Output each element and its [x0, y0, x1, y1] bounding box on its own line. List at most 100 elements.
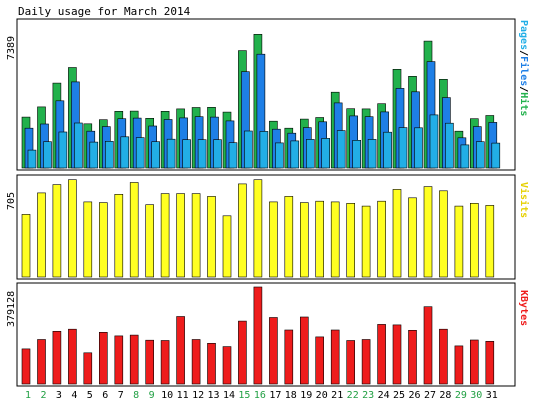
kbytes-bar-day-16 [253, 286, 263, 385]
pages-bar-day-17 [275, 142, 284, 169]
kbytes-bar-day-15 [238, 320, 247, 385]
visits-panel-frame [16, 174, 516, 280]
x-tick-label-day-30: 30 [470, 390, 482, 401]
x-tick-label-day-22: 22 [347, 390, 359, 401]
x-tick-label-day-25: 25 [393, 390, 405, 401]
chart-bars [21, 33, 501, 385]
kbytes-bar-day-29 [454, 345, 464, 385]
kbytes-bar-day-18 [284, 329, 294, 385]
visits-panel-ylabel: Visits [518, 182, 530, 218]
chart-title: Daily usage for March 2014 [18, 5, 191, 18]
legend-separator-2: / [518, 86, 529, 92]
pages-bar-day-8 [135, 137, 145, 169]
kbytes-bar-day-6 [99, 331, 108, 385]
x-tick-label-day-10: 10 [161, 390, 173, 401]
visits-ymax-label: 705 [6, 192, 17, 210]
visits-bar-day-21 [330, 201, 340, 278]
pages-bar-day-29 [460, 144, 470, 169]
hits-ymax-label: 7389 [6, 36, 17, 60]
x-tick-label-day-11: 11 [177, 390, 189, 401]
x-tick-label-day-23: 23 [362, 390, 374, 401]
x-tick-label-day-12: 12 [192, 390, 204, 401]
visits-bar-day-8 [129, 182, 139, 278]
visits-bar-day-19 [299, 202, 309, 278]
x-tick-label-day-16: 16 [254, 390, 266, 401]
visits-bar-day-5 [83, 201, 93, 278]
pages-bar-day-16 [259, 131, 269, 169]
kbytes-bar-day-25 [392, 324, 402, 385]
kbytes-bar-day-5 [83, 352, 93, 385]
pages-bar-day-20 [321, 138, 331, 169]
visits-bar-day-18 [284, 196, 294, 278]
pages-bar-day-25 [398, 127, 408, 169]
x-tick-label-day-3: 3 [56, 390, 62, 401]
pages-bar-day-14 [228, 142, 238, 169]
kbytes-bar-day-27 [423, 306, 433, 385]
x-tick-label-day-1: 1 [25, 390, 31, 401]
x-tick-label-day-28: 28 [439, 390, 451, 401]
x-tick-label-day-24: 24 [378, 390, 390, 401]
visits-bar-day-3 [52, 184, 62, 278]
x-axis-labels: 1 2 3 4 5 6 7 8 9 10 11 12 13 14 15 16 17 18 19 20 21 22 23 24 2… [25, 390, 498, 401]
kbytes-bar-day-19 [299, 316, 309, 385]
x-tick-label-day-14: 14 [223, 390, 235, 401]
legend-separator-1: / [518, 50, 529, 56]
pages-bar-day-27 [429, 114, 439, 169]
kbytes-bar-day-30 [469, 339, 479, 385]
x-tick-label-day-27: 27 [424, 390, 436, 401]
visits-bar-day-27 [423, 186, 433, 278]
kbytes-bar-day-11 [176, 316, 185, 385]
pages-bar-day-9 [151, 141, 160, 169]
pages-bar-day-4 [74, 122, 83, 169]
visits-bar-day-13 [207, 196, 216, 278]
pages-bar-day-15 [244, 130, 253, 169]
kbytes-panel-frame [16, 282, 516, 387]
visits-bar-day-22 [346, 203, 356, 278]
kbytes-bar-day-12 [191, 339, 201, 385]
visits-bar-day-28 [439, 190, 448, 278]
visits-bar-day-25 [392, 189, 402, 278]
pages-bar-day-19 [305, 139, 315, 169]
kbytes-bar-day-17 [269, 317, 278, 385]
visits-bar-day-14 [222, 215, 232, 278]
kbytes-bar-day-26 [408, 329, 417, 385]
kbytes-bar-day-13 [207, 342, 216, 385]
pages-bar-day-28 [445, 122, 454, 169]
visits-bar-day-6 [99, 202, 108, 278]
pages-bar-day-3 [58, 131, 68, 169]
kbytes-bar-day-4 [68, 328, 77, 385]
pages-bar-day-22 [352, 140, 362, 169]
x-tick-label-day-15: 15 [238, 390, 250, 401]
kbytes-bar-day-10 [160, 340, 170, 385]
kbytes-bar-day-7 [114, 335, 124, 385]
pages-bar-day-7 [120, 136, 130, 169]
pages-bar-day-12 [197, 139, 207, 169]
pages-bar-day-26 [414, 127, 423, 169]
hits-panel-frame [16, 18, 516, 171]
visits-bar-day-10 [160, 193, 170, 278]
kbytes-bar-day-1 [21, 348, 31, 385]
kbytes-bar-day-3 [52, 330, 62, 385]
x-tick-label-day-18: 18 [285, 390, 297, 401]
kbytes-panel-ylabel: KBytes [518, 290, 529, 326]
visits-bar-day-29 [454, 205, 464, 278]
hits-legend-label: Hits [518, 92, 530, 116]
pages-bar-day-21 [336, 130, 346, 169]
kbytes-bar-day-31 [485, 340, 495, 385]
x-tick-label-day-5: 5 [87, 390, 93, 401]
pages-bar-day-30 [475, 141, 485, 169]
x-tick-label-day-19: 19 [300, 390, 312, 401]
x-tick-label-day-26: 26 [408, 390, 420, 401]
hits-panel-ylabel: Pages/Files/Hits [518, 20, 530, 116]
visits-bar-day-30 [469, 203, 479, 278]
visits-bar-day-23 [361, 205, 371, 278]
kbytes-bar-day-28 [439, 328, 448, 385]
kbytes-bar-day-23 [361, 339, 371, 385]
x-tick-label-day-29: 29 [455, 390, 467, 401]
kbytes-bar-day-22 [346, 340, 356, 385]
pages-bar-day-5 [89, 141, 99, 169]
kbytes-bar-day-8 [129, 334, 139, 385]
pages-bar-day-6 [105, 141, 114, 169]
pages-legend-label: Pages [518, 20, 529, 50]
x-tick-label-day-13: 13 [207, 390, 219, 401]
